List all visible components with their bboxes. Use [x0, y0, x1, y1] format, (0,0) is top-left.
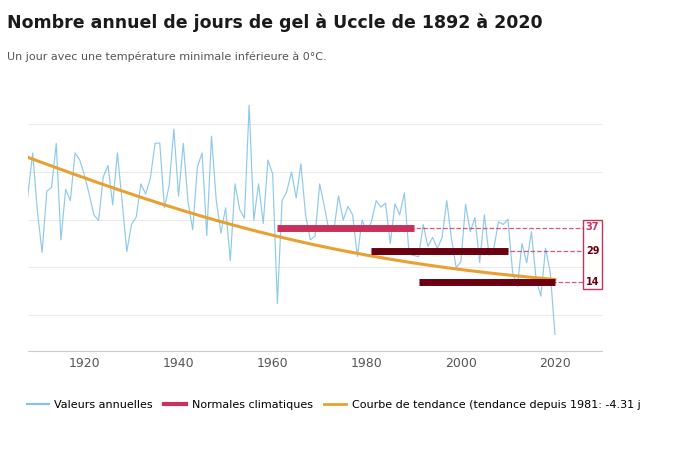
- Legend: Valeurs annuelles, Normales climatiques, Courbe de tendance (tendance depuis 198: Valeurs annuelles, Normales climatiques,…: [22, 395, 645, 414]
- FancyBboxPatch shape: [583, 220, 602, 289]
- Text: 29: 29: [586, 246, 599, 256]
- Text: Un jour avec une température minimale inférieure à 0°C.: Un jour avec une température minimale in…: [7, 52, 327, 62]
- Text: 14: 14: [586, 277, 599, 287]
- Text: 37: 37: [586, 222, 599, 232]
- Text: Nombre annuel de jours de gel à Uccle de 1892 à 2020: Nombre annuel de jours de gel à Uccle de…: [7, 14, 542, 32]
